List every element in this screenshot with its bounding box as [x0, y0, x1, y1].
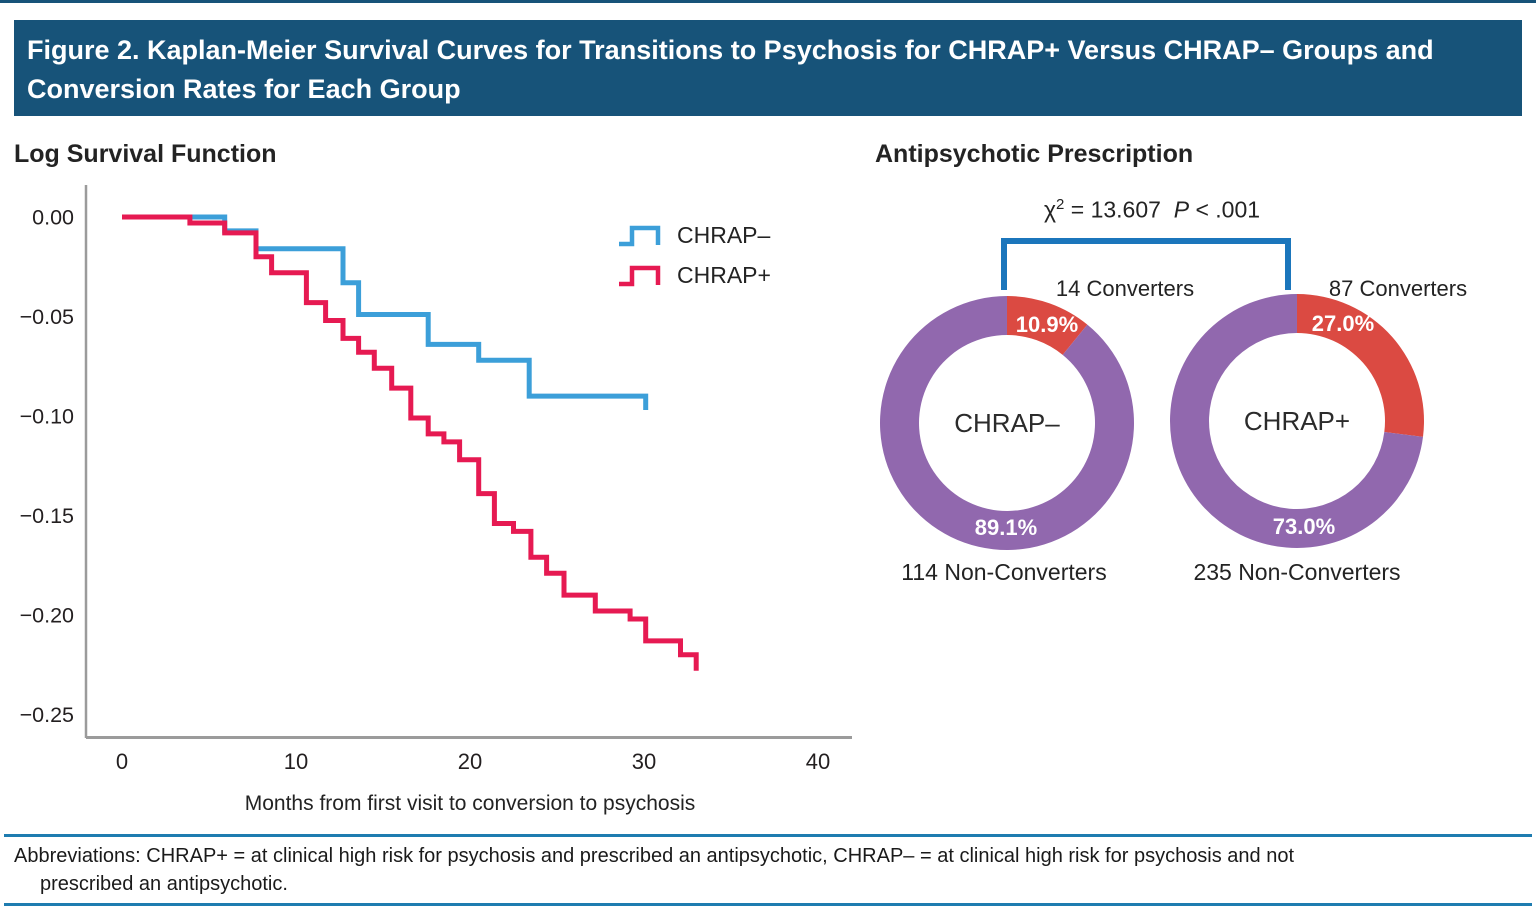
abbreviations-line-1: Abbreviations: CHRAP+ = at clinical high… — [14, 845, 1295, 867]
abbreviations-line-2: prescribed an antipsychotic. — [40, 873, 288, 895]
svg-text:0.00: 0.00 — [32, 206, 74, 230]
abbreviations-note: Abbreviations: CHRAP+ = at clinical high… — [14, 842, 1518, 898]
figure-header-bar: Figure 2. Kaplan-Meier Survival Curves f… — [14, 20, 1522, 116]
legend-item-chrap-minus: CHRAP– — [618, 222, 771, 249]
svg-text:30: 30 — [632, 749, 656, 774]
legend-label-chrap-minus: CHRAP– — [677, 222, 771, 248]
top-rule — [0, 0, 1536, 3]
svg-text:−0.10: −0.10 — [20, 405, 74, 429]
chrap-plus-step-line-icon — [619, 265, 661, 286]
footnote-bottom-rule — [4, 903, 1532, 906]
converters-percent-chrap-minus: 10.9% — [1015, 312, 1079, 337]
donut-center-label-chrap-plus: CHRAP+ — [1243, 406, 1351, 436]
svg-text:Months from first visit to con: Months from first visit to conversion to… — [245, 792, 696, 815]
donut-chart-chrap-plus — [1170, 294, 1425, 548]
converters-count-chrap-plus: 87 Converters — [1328, 276, 1468, 301]
converters-percent-chrap-plus: 27.0% — [1311, 311, 1375, 336]
donut-chart-chrap-minus — [880, 296, 1135, 550]
svg-text:−0.25: −0.25 — [20, 703, 74, 727]
figure-title: Figure 2. Kaplan-Meier Survival Curves f… — [27, 35, 1434, 104]
svg-text:20: 20 — [458, 749, 482, 774]
legend-item-chrap-plus: CHRAP+ — [618, 262, 771, 289]
p-label: P — [1173, 196, 1190, 223]
km-panel-title: Log Survival Function — [14, 140, 277, 168]
donut-panel-title: Antipsychotic Prescription — [875, 140, 1194, 168]
svg-text:−0.20: −0.20 — [20, 604, 74, 628]
kaplan-meier-chart: 0.00 −0.05 −0.10 −0.15 −0.20 −0.25 0 10 20 30 40 Mo… — [20, 185, 852, 815]
nonconverters-count-chrap-minus: 114 Non-Converters — [901, 559, 1107, 585]
nonconverters-percent-chrap-minus: 89.1% — [974, 515, 1038, 540]
svg-text:−0.05: −0.05 — [20, 305, 74, 329]
donut-center-label-chrap-minus: CHRAP– — [954, 408, 1060, 438]
chrap-minus-step-line-icon — [619, 225, 661, 246]
chi-value: = 13.607 — [1064, 196, 1161, 223]
chi-exponent: 2 — [1056, 196, 1065, 213]
svg-text:0: 0 — [116, 749, 128, 774]
converters-count-chrap-minus: 14 Converters — [1055, 276, 1195, 301]
nonconverters-percent-chrap-plus: 73.0% — [1272, 514, 1336, 539]
comparison-bracket — [1001, 238, 1291, 290]
chi-square-stat: χ2 = 13.607 P < .001 — [998, 196, 1306, 224]
svg-text:40: 40 — [806, 749, 830, 774]
svg-text:10: 10 — [284, 749, 308, 774]
footnote-top-rule — [4, 834, 1532, 837]
chi-symbol: χ — [1043, 196, 1057, 223]
legend-label-chrap-plus: CHRAP+ — [677, 262, 771, 288]
p-value: < .001 — [1189, 196, 1261, 223]
svg-text:−0.15: −0.15 — [20, 504, 74, 528]
nonconverters-count-chrap-plus: 235 Non-Converters — [1193, 559, 1401, 585]
km-legend: CHRAP– CHRAP+ — [618, 222, 771, 289]
